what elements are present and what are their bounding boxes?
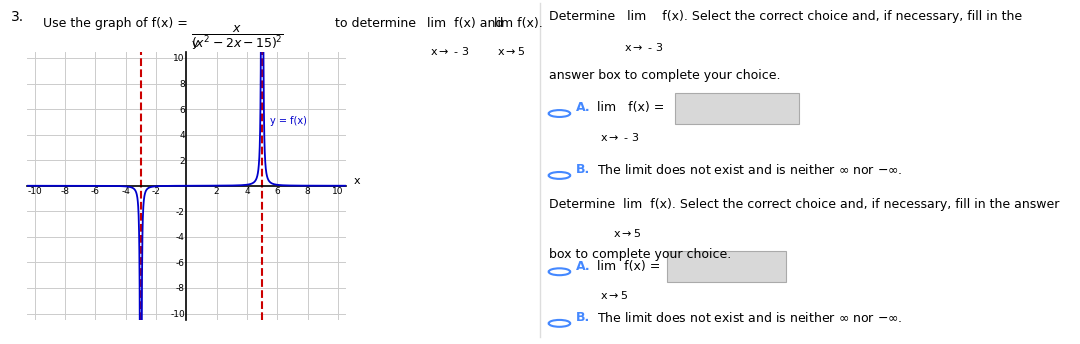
- Text: x: x: [353, 176, 360, 186]
- Text: The limit does not exist and is neither $\infty$ nor $-\infty$.: The limit does not exist and is neither …: [597, 163, 903, 178]
- Text: lim f(x).: lim f(x).: [494, 17, 542, 30]
- Text: Use the graph of f(x) =: Use the graph of f(x) =: [43, 17, 188, 30]
- Text: x$\to$ - 3: x$\to$ - 3: [430, 45, 470, 57]
- Text: A.: A.: [576, 101, 591, 115]
- Text: A.: A.: [576, 260, 591, 273]
- Text: $\dfrac{x}{\left(x^2 - 2x - 15\right)^{\!2}}$: $\dfrac{x}{\left(x^2 - 2x - 15\right)^{\…: [191, 24, 284, 51]
- Text: y = f(x): y = f(x): [270, 116, 307, 127]
- Text: B.: B.: [576, 163, 590, 176]
- Text: answer box to complete your choice.: answer box to complete your choice.: [549, 69, 780, 82]
- Text: x$\to$ - 3: x$\to$ - 3: [600, 131, 640, 143]
- Text: B.: B.: [576, 311, 590, 324]
- Text: The limit does not exist and is neither $\infty$ nor $-\infty$.: The limit does not exist and is neither …: [597, 311, 903, 325]
- Text: box to complete your choice.: box to complete your choice.: [549, 248, 731, 261]
- Text: Determine   lim    f(x). Select the correct choice and, if necessary, fill in th: Determine lim f(x). Select the correct c…: [549, 10, 1022, 23]
- Text: x$\to$5: x$\to$5: [600, 289, 629, 301]
- Text: x$\to$5: x$\to$5: [613, 227, 642, 239]
- Text: y: y: [191, 39, 199, 49]
- Text: x$\to$ - 3: x$\to$ - 3: [624, 41, 664, 53]
- Text: 3.: 3.: [11, 10, 24, 24]
- Text: lim   f(x) =: lim f(x) =: [597, 101, 664, 115]
- Text: Determine  lim  f(x). Select the correct choice and, if necessary, fill in the a: Determine lim f(x). Select the correct c…: [549, 198, 1059, 211]
- Text: x$\to$5: x$\to$5: [497, 45, 525, 57]
- Text: to determine: to determine: [335, 17, 416, 30]
- Text: lim  f(x) and: lim f(x) and: [427, 17, 503, 30]
- Text: lim  f(x) =: lim f(x) =: [597, 260, 661, 273]
